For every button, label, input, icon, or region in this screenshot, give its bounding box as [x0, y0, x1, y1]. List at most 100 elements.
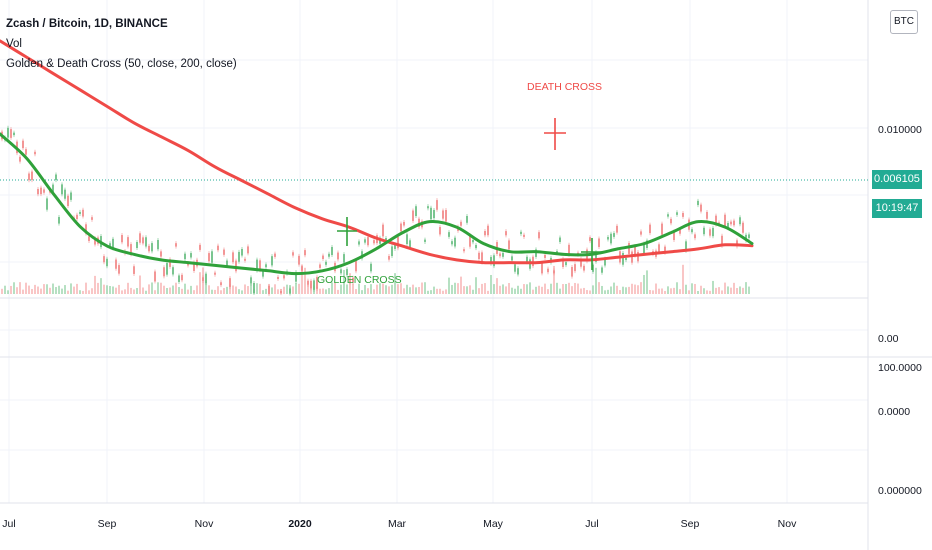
candle — [580, 258, 582, 267]
volume-bar — [607, 289, 609, 294]
volume-bar — [169, 287, 171, 294]
candle — [340, 269, 342, 274]
candle — [253, 283, 255, 293]
candle — [319, 264, 321, 268]
candle — [349, 280, 351, 283]
candle — [373, 240, 375, 244]
volume-bar — [103, 284, 105, 294]
volume-bar — [46, 284, 48, 294]
candle — [13, 132, 15, 136]
volume-bar — [157, 282, 159, 294]
volume-bar — [361, 290, 363, 294]
candle — [79, 211, 81, 214]
candle — [31, 171, 33, 181]
volume-bar — [271, 287, 273, 294]
candle — [721, 235, 723, 246]
volume-bar — [85, 282, 87, 294]
volume-bar — [82, 290, 84, 294]
volume-bar — [88, 290, 90, 294]
candle — [103, 256, 105, 263]
candle — [628, 243, 630, 254]
volume-bar — [373, 289, 375, 294]
volume-bar — [10, 285, 12, 294]
volume-bar — [418, 286, 420, 294]
volume-bar — [481, 283, 483, 294]
time-axis[interactable]: Jul Sep Nov 2020 Mar May Jul Sep Nov — [2, 518, 797, 530]
volume-bar — [139, 275, 141, 294]
volume-bar — [661, 288, 663, 294]
candle — [385, 238, 387, 242]
volume-bar — [706, 290, 708, 294]
volume-bar — [643, 274, 645, 294]
candle — [76, 214, 78, 220]
volume-bar — [232, 285, 234, 294]
volume-bar — [184, 283, 186, 294]
time-axis-label: Mar — [388, 518, 407, 530]
candle — [22, 140, 24, 149]
volume-bar — [574, 282, 576, 294]
candle — [85, 224, 87, 234]
volume-bar — [517, 285, 519, 294]
volume-bar — [709, 290, 711, 294]
volume-bar — [100, 278, 102, 294]
time-axis-label: May — [483, 518, 504, 530]
candle — [427, 206, 429, 209]
indicator-legend-label[interactable]: Golden & Death Cross (50, close, 200, cl… — [6, 58, 237, 70]
candle — [679, 229, 681, 234]
candle — [364, 239, 366, 243]
candle — [175, 243, 177, 247]
bar-countdown-tag: 10:19:47 — [872, 199, 922, 218]
candle — [301, 266, 303, 271]
volume-bar — [511, 287, 513, 294]
candle — [331, 246, 333, 256]
volume-bar — [283, 286, 285, 294]
candle — [544, 254, 546, 258]
candle — [304, 250, 306, 256]
volume-bar — [133, 289, 135, 294]
volume-bar — [307, 284, 309, 294]
candle — [622, 253, 624, 265]
candle — [220, 282, 222, 286]
symbol-title[interactable]: Zcash / Bitcoin, 1D, BINANCE — [6, 18, 168, 30]
volume-bar — [520, 288, 522, 294]
time-axis-label: Nov — [195, 518, 214, 530]
candle — [316, 276, 318, 289]
candle — [673, 231, 675, 241]
last-price-tag: 0.006105 — [872, 170, 922, 189]
candle — [610, 233, 612, 244]
candle — [139, 233, 141, 243]
candle — [691, 229, 693, 233]
candle — [508, 240, 510, 250]
time-axis-label: Sep — [98, 518, 117, 530]
volume-bar — [28, 285, 30, 294]
volume-bar — [691, 283, 693, 294]
volume-bar — [634, 284, 636, 294]
volume-bar — [250, 284, 252, 294]
volume-bar — [97, 282, 99, 294]
candle — [433, 209, 435, 219]
candle — [61, 184, 63, 195]
candle — [367, 237, 369, 246]
candle — [478, 252, 480, 260]
candle — [337, 252, 339, 260]
candle — [502, 252, 504, 257]
volume-bar — [340, 284, 342, 294]
volume-bar — [490, 274, 492, 294]
volume-bar — [37, 286, 39, 294]
candle — [199, 244, 201, 250]
candle — [730, 221, 732, 225]
time-axis-label: Nov — [778, 518, 797, 530]
volume-bar — [688, 290, 690, 294]
candle — [223, 249, 225, 255]
candle — [313, 280, 315, 290]
candle — [490, 256, 492, 264]
currency-badge[interactable]: BTC — [890, 10, 918, 34]
volume-bar — [355, 289, 357, 294]
candle — [634, 246, 636, 256]
volume-bar — [412, 284, 414, 294]
volume-legend-label[interactable]: Vol — [6, 38, 22, 50]
candle — [553, 270, 555, 274]
volume-bar — [70, 283, 72, 294]
candle — [709, 229, 711, 236]
